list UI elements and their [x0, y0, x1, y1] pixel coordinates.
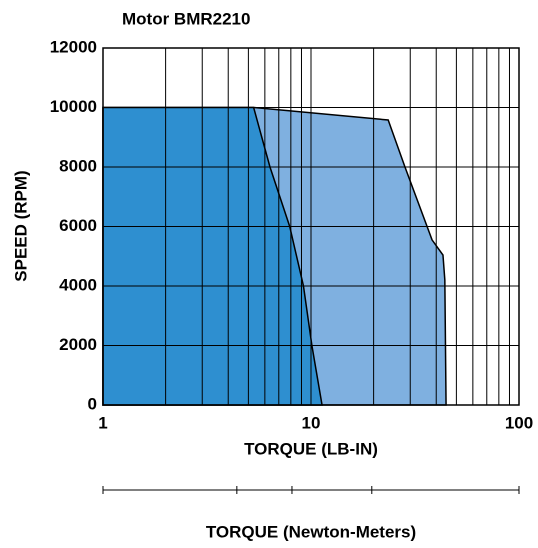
x-tick-label: 10 — [302, 413, 321, 432]
y-tick-label: 8000 — [59, 156, 97, 175]
x-axis-label: TORQUE (LB-IN) — [244, 439, 378, 458]
plot-border — [102, 47, 520, 406]
x-tick-label: 100 — [505, 413, 533, 432]
y-tick-label: 2000 — [59, 335, 97, 354]
y-tick-label: 4000 — [59, 275, 97, 294]
y-tick-label: 12000 — [50, 37, 97, 56]
y-tick-label: 10000 — [50, 97, 97, 116]
chart-title: Motor BMR2210 — [122, 9, 250, 28]
x-tick-label: 1 — [98, 413, 107, 432]
x2-axis-label: TORQUE (Newton-Meters) — [206, 522, 416, 541]
y-tick-label: 6000 — [59, 216, 97, 235]
y-tick-label: 0 — [88, 394, 97, 413]
y-axis-label: SPEED (RPM) — [11, 170, 30, 281]
